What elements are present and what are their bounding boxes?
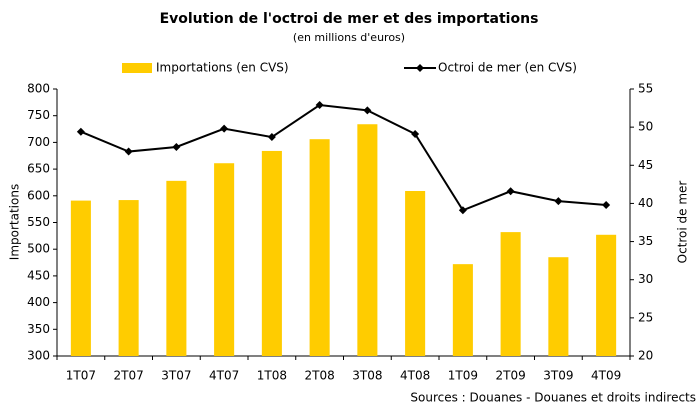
- bar: [261, 150, 282, 356]
- y2-axis-title: Octroi de mer: [676, 181, 690, 264]
- bar: [214, 163, 235, 356]
- x-tick-label: 2T08: [305, 369, 335, 383]
- bar: [70, 200, 91, 356]
- marker: [602, 200, 611, 209]
- marker: [506, 187, 515, 196]
- marker: [411, 130, 420, 139]
- marker: [172, 142, 181, 151]
- y-tick-label: 300: [27, 349, 50, 363]
- bar: [357, 124, 378, 356]
- marker: [315, 101, 324, 110]
- source: Sources : Douanes - Douanes et droits in…: [410, 391, 696, 405]
- y2-tick-label: 25: [638, 310, 653, 324]
- y-tick-label: 350: [27, 322, 50, 336]
- x-tick-label: 3T08: [352, 369, 382, 383]
- bar: [596, 234, 617, 356]
- y2-tick-label: 20: [638, 349, 653, 363]
- y2-tick-label: 40: [638, 196, 653, 210]
- legend-marker: [416, 64, 424, 72]
- marker: [458, 206, 467, 215]
- y-tick-label: 650: [27, 162, 50, 176]
- y2-tick-label: 45: [638, 158, 653, 172]
- y2-tick-label: 55: [638, 82, 653, 96]
- marker: [220, 124, 229, 133]
- legend-label: Importations (en CVS): [156, 61, 289, 75]
- bar: [118, 200, 139, 356]
- y2-tick-label: 50: [638, 120, 653, 134]
- y-tick-label: 550: [27, 215, 50, 229]
- x-tick-label: 1T08: [257, 369, 287, 383]
- y2-tick-label: 35: [638, 234, 653, 248]
- y-tick-label: 600: [27, 188, 50, 202]
- marker: [363, 106, 372, 115]
- chart-title: Evolution de l'octroi de mer et des impo…: [160, 11, 539, 27]
- legend-label: Octroi de mer (en CVS): [438, 61, 577, 75]
- line: [80, 103, 607, 212]
- marker: [267, 133, 276, 142]
- bar: [405, 190, 426, 356]
- chart-subtitle: (en millions d'euros): [293, 31, 405, 44]
- y-tick-label: 750: [27, 108, 50, 122]
- bar: [452, 264, 473, 356]
- x-tick-label: 4T08: [400, 369, 430, 383]
- marker: [554, 197, 563, 206]
- y-tick-label: 800: [27, 82, 50, 96]
- x-tick-label: 2T07: [114, 369, 144, 383]
- legend-swatch: [122, 63, 152, 73]
- marker: [76, 127, 85, 136]
- x-tick-label: 3T07: [161, 369, 191, 383]
- marker: [124, 147, 133, 156]
- bar: [166, 180, 187, 356]
- y-tick-label: 500: [27, 242, 50, 256]
- y-tick-label: 700: [27, 135, 50, 149]
- x-tick-label: 3T09: [543, 369, 573, 383]
- y2-tick-label: 30: [638, 272, 653, 286]
- x-tick-label: 1T07: [66, 369, 96, 383]
- bar: [309, 139, 330, 356]
- x-tick-label: 4T07: [209, 369, 239, 383]
- x-tick-label: 1T09: [448, 369, 478, 383]
- y-axis-title: Importations: [8, 184, 22, 260]
- y-tick-label: 400: [27, 295, 50, 309]
- bar: [548, 257, 569, 356]
- x-tick-label: 4T09: [591, 369, 621, 383]
- x-tick-label: 2T09: [496, 369, 526, 383]
- bar: [500, 232, 521, 356]
- y-tick-label: 450: [27, 268, 50, 282]
